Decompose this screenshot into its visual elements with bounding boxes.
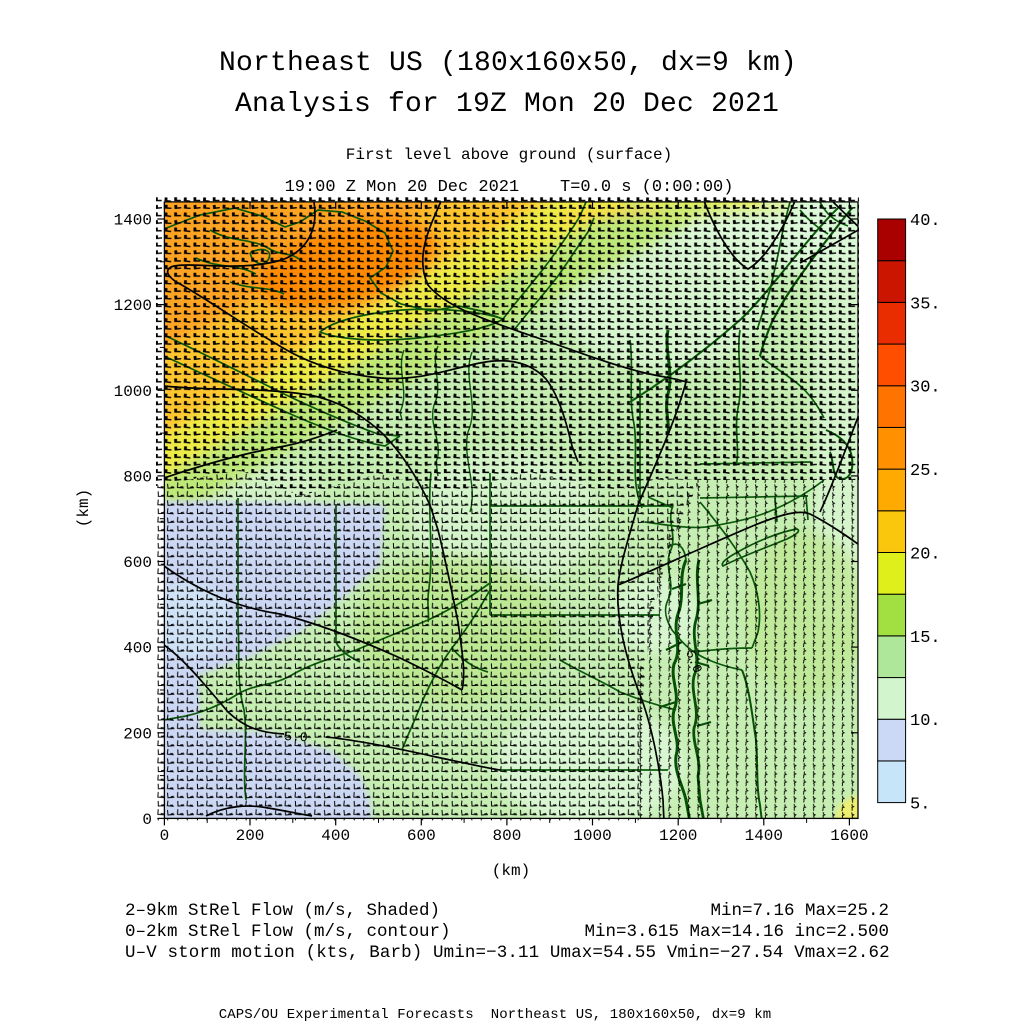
svg-text:200: 200 <box>123 725 152 743</box>
svg-text:0: 0 <box>160 827 170 845</box>
svg-text:1200: 1200 <box>659 827 697 845</box>
svg-text:(km): (km) <box>492 862 530 880</box>
svg-text:1400: 1400 <box>745 827 783 845</box>
svg-text:1200: 1200 <box>114 297 152 315</box>
svg-text:10.: 10. <box>910 712 941 731</box>
svg-text:5.: 5. <box>910 796 930 815</box>
svg-text:0: 0 <box>142 811 152 829</box>
svg-text:400: 400 <box>123 640 152 658</box>
svg-text:30.: 30. <box>910 379 941 398</box>
svg-text:800: 800 <box>123 468 152 486</box>
svg-text:1000: 1000 <box>114 383 152 401</box>
svg-text:1400: 1400 <box>114 212 152 230</box>
svg-text:200: 200 <box>236 827 265 845</box>
svg-text:1000: 1000 <box>573 827 611 845</box>
svg-text:15.: 15. <box>910 629 941 648</box>
svg-text:(km): (km) <box>75 489 93 527</box>
svg-text:1600: 1600 <box>830 827 868 845</box>
svg-text:800: 800 <box>492 827 521 845</box>
svg-text:40.: 40. <box>910 212 941 231</box>
svg-text:600: 600 <box>123 554 152 572</box>
svg-text:600: 600 <box>407 827 436 845</box>
svg-text:35.: 35. <box>910 295 941 314</box>
svg-text:25.: 25. <box>910 462 941 481</box>
svg-text:400: 400 <box>321 827 350 845</box>
svg-text:20.: 20. <box>910 546 941 565</box>
